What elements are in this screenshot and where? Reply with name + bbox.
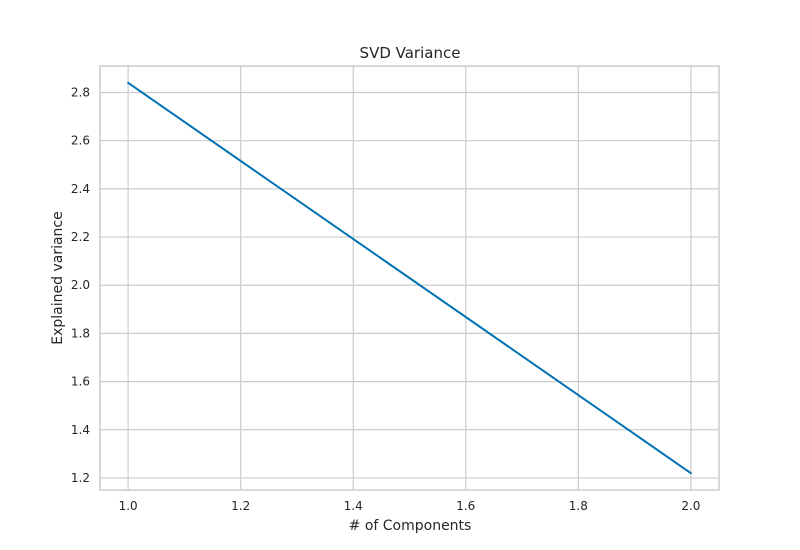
y-tick-label: 2.6 [71, 134, 90, 148]
x-axis-title: # of Components [349, 518, 472, 534]
y-tick-label: 1.4 [71, 423, 90, 437]
x-tick-label: 1.6 [456, 499, 475, 513]
y-tick-label: 2.4 [71, 182, 90, 196]
y-tick-label: 2.8 [71, 86, 90, 100]
x-tick-label: 1.4 [344, 499, 363, 513]
data-layer [127, 81, 692, 475]
y-tick-label: 1.6 [71, 375, 90, 389]
x-tick-label: 2.0 [681, 499, 700, 513]
y-tick-label: 2.0 [71, 278, 90, 292]
y-axis-title: Explained variance [50, 211, 66, 344]
series-line-0 [127, 81, 692, 475]
plot-frame [99, 65, 720, 491]
x-tick-label: 1.0 [119, 499, 138, 513]
y-tick-label: 2.2 [71, 230, 90, 244]
x-tick-label: 1.8 [569, 499, 588, 513]
y-tick-label: 1.8 [71, 326, 90, 340]
y-tick-label: 1.2 [71, 471, 90, 485]
chart-title: SVD Variance [360, 44, 461, 62]
grid-layer [100, 66, 719, 490]
tick-layer: 1.0 1.2 1.4 1.6 1.8 2.0 1.2 1.4 1.6 1.8 2.0 2.2 2.4 2… [71, 86, 701, 514]
x-tick-label: 1.2 [231, 499, 250, 513]
